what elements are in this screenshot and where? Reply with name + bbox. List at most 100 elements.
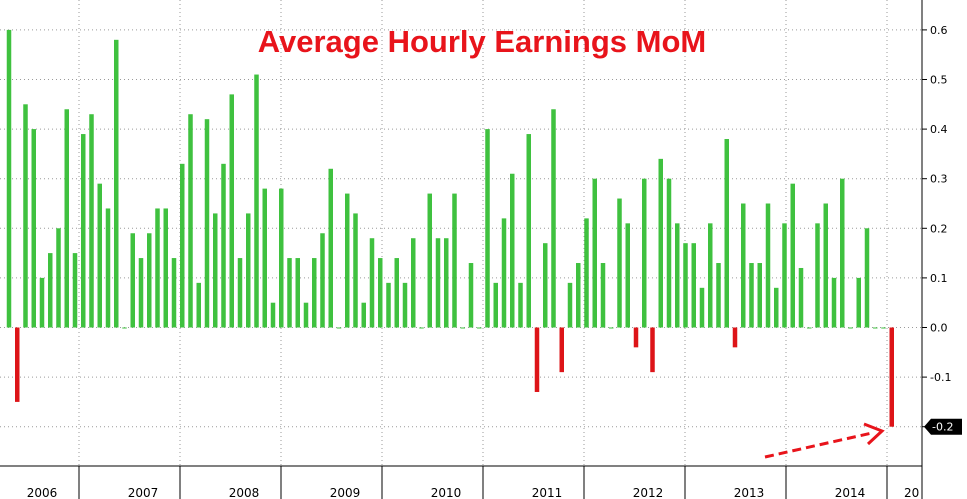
bar: [39, 277, 45, 328]
bar: [732, 327, 738, 348]
bar: [369, 238, 375, 328]
last-value-label: -0.2: [932, 421, 953, 434]
x-year-label: 2007: [128, 486, 159, 499]
bar: [122, 327, 127, 329]
bar: [765, 203, 771, 328]
bar: [699, 287, 705, 328]
bar: [6, 29, 12, 328]
bar: [485, 129, 490, 328]
axes: [0, 0, 927, 499]
bar: [790, 183, 795, 328]
bar: [468, 263, 474, 328]
bar: [254, 74, 259, 328]
bar: [782, 223, 787, 328]
x-year-label: 20: [904, 486, 919, 499]
annotation-arrow-head: [863, 422, 885, 446]
y-tick-label: 0.6: [930, 24, 948, 37]
bar: [708, 223, 713, 328]
bar: [279, 188, 284, 328]
bar: [320, 233, 325, 328]
bars: [6, 29, 894, 427]
bar: [270, 302, 276, 328]
bar: [666, 178, 672, 328]
bar: [873, 327, 878, 329]
bar: [180, 163, 185, 328]
bar: [64, 109, 69, 328]
bar: [716, 263, 721, 328]
bar: [642, 178, 647, 328]
bar: [675, 223, 680, 328]
bar: [477, 327, 482, 329]
annotation-arrow-line: [764, 431, 873, 459]
y-tick-label: -0.1: [930, 371, 951, 384]
bar: [361, 302, 366, 328]
bar: [840, 178, 845, 328]
bar: [617, 198, 622, 328]
bar: [444, 238, 449, 328]
bar: [386, 282, 391, 328]
bar: [56, 228, 61, 328]
bar: [493, 282, 498, 328]
bar: [658, 158, 663, 328]
x-year-label: 2008: [229, 486, 260, 499]
bar: [831, 277, 837, 328]
bar: [650, 327, 655, 373]
bar: [510, 173, 515, 328]
bar: [394, 258, 399, 328]
last-value-marker: -0.2: [924, 418, 962, 435]
bar: [584, 218, 589, 328]
bar: [501, 218, 507, 328]
bar: [229, 94, 234, 328]
x-year-label: 2009: [330, 486, 361, 499]
bar: [196, 282, 201, 328]
bar: [592, 178, 597, 328]
bar: [246, 213, 251, 328]
bar: [741, 203, 746, 328]
chart-title: Average Hourly Earnings MoM: [258, 24, 706, 59]
bar: [295, 258, 300, 328]
bar: [336, 327, 342, 329]
y-tick-label: 0.4: [930, 123, 948, 136]
bar: [576, 263, 581, 328]
y-tick-label: 0.5: [930, 74, 948, 87]
bar: [435, 238, 441, 328]
bar: [543, 243, 548, 328]
bar: [163, 208, 168, 328]
x-year-label: 2013: [734, 486, 765, 499]
bar: [213, 213, 218, 328]
x-year-label: 2011: [532, 486, 563, 499]
bar: [452, 193, 457, 328]
bar: [188, 114, 193, 328]
bar: [48, 253, 53, 328]
bar: [105, 208, 111, 328]
bar: [221, 163, 226, 328]
bar: [402, 282, 408, 328]
bar: [303, 302, 309, 328]
bar: [749, 263, 754, 328]
y-tick-label: 0.0: [930, 322, 948, 335]
bar: [683, 243, 688, 328]
bar: [353, 213, 358, 328]
bar: [31, 129, 36, 328]
bar: [609, 327, 614, 329]
bar: [848, 327, 853, 329]
y-tick-label: 0.2: [930, 222, 948, 235]
bar: [287, 258, 292, 328]
bar: [551, 109, 556, 328]
bar: [691, 243, 696, 328]
x-year-label: 2012: [633, 486, 664, 499]
bar: [460, 327, 465, 329]
bar: [97, 183, 102, 328]
y-tick-label: 0.1: [930, 272, 948, 285]
last-value-tag: [924, 418, 962, 435]
bar: [625, 223, 630, 328]
bar: [411, 238, 416, 328]
bar: [724, 139, 729, 328]
bar: [798, 267, 804, 328]
bar: [881, 327, 886, 329]
bar: [757, 263, 762, 328]
x-year-label: 2014: [835, 486, 866, 499]
bar: [815, 223, 820, 328]
bar: [138, 258, 144, 328]
